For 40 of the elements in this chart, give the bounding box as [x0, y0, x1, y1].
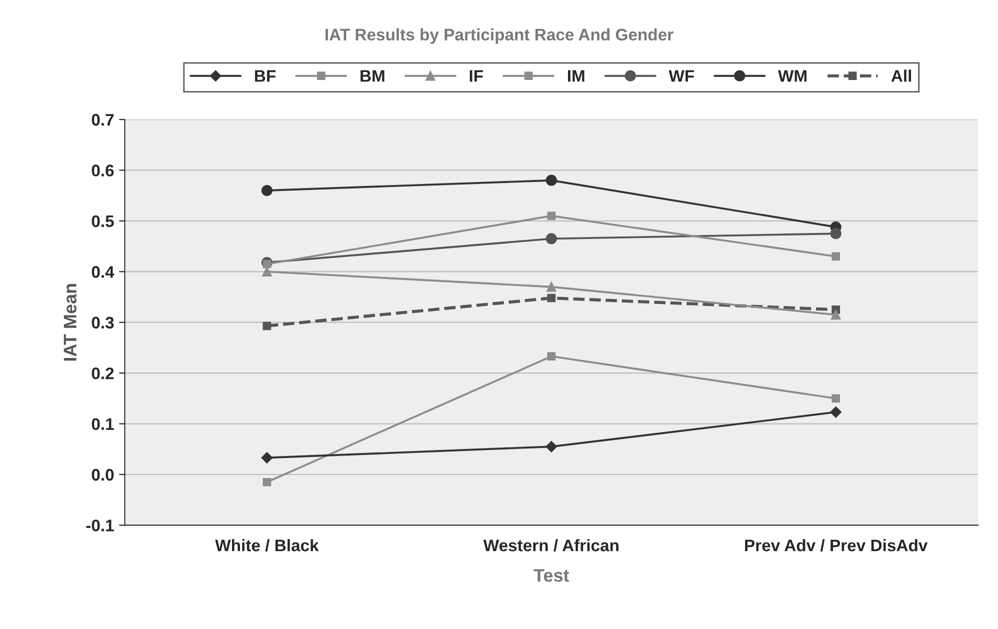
point: [830, 310, 841, 320]
point: [547, 352, 556, 361]
x-tick-label: Western / African: [483, 539, 618, 552]
legend-label: IM: [568, 70, 584, 82]
y-tick-label: 0.2: [92, 367, 114, 380]
legend-label: WF: [668, 70, 694, 82]
y-tick-label: 0.7: [92, 114, 114, 126]
y-tick-label: -0.1: [86, 520, 114, 532]
y-tick-label: 0.4: [92, 266, 114, 278]
y-axis-title: IAT Mean: [64, 284, 76, 361]
point: [546, 441, 557, 452]
x-tick-label: White / Black: [215, 539, 319, 552]
x-tick-label: Prev Adv / Prev DisAdv: [745, 539, 928, 552]
point: [262, 322, 272, 330]
point: [547, 294, 556, 302]
point: [546, 174, 557, 186]
y-tick-label: 0.6: [92, 164, 114, 176]
point: [262, 260, 272, 268]
point: [261, 452, 273, 464]
point: [546, 233, 557, 244]
point: [830, 406, 842, 418]
legend-label: IF: [470, 70, 483, 82]
point: [262, 478, 272, 486]
legend-label: All: [891, 70, 912, 82]
legend-label: WM: [778, 70, 806, 82]
point: [547, 212, 556, 220]
point: [832, 394, 840, 403]
point: [262, 266, 272, 277]
y-tick-label: 0.0: [92, 468, 114, 481]
y-tick-label: 0.5: [92, 215, 114, 228]
legend-label: BM: [360, 70, 384, 82]
point: [261, 184, 273, 196]
point: [830, 228, 842, 240]
point: [546, 282, 556, 292]
legend-label: BF: [255, 70, 276, 82]
chart-title: IAT Results by Participant Race And Gender: [326, 28, 674, 44]
x-axis-title: Test: [534, 569, 570, 582]
point: [832, 252, 840, 261]
y-tick-label: 0.3: [92, 316, 114, 329]
y-tick-label: 0.1: [92, 418, 114, 430]
